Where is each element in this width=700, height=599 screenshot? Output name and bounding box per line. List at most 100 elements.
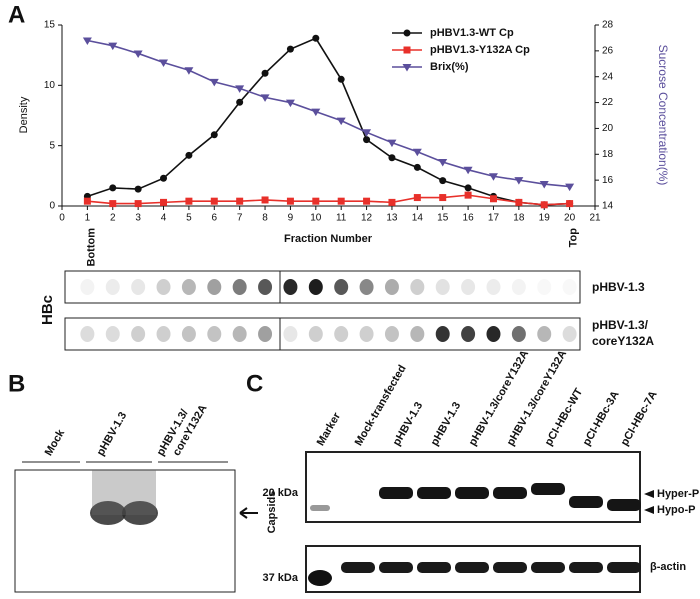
band xyxy=(379,562,413,573)
dot xyxy=(384,279,399,295)
band xyxy=(455,562,489,573)
lane-label: pHBV-1.3 xyxy=(95,410,130,458)
point xyxy=(311,108,321,117)
dot xyxy=(410,279,425,295)
point xyxy=(185,151,193,159)
dot xyxy=(334,279,349,295)
panel-label: B xyxy=(8,370,25,397)
x-tick-label: 6 xyxy=(212,213,218,224)
point xyxy=(133,50,143,58)
dot xyxy=(461,326,476,342)
dot xyxy=(80,279,95,295)
x-tick-label: 8 xyxy=(262,213,268,224)
y2-axis-title: Sucrose Concentration(%) xyxy=(656,45,670,186)
point xyxy=(413,163,421,171)
dot xyxy=(461,279,476,295)
x-tick-label: 12 xyxy=(361,213,373,224)
point xyxy=(362,129,372,137)
band xyxy=(607,499,641,511)
point xyxy=(285,99,295,108)
band xyxy=(90,501,126,525)
y-tick-label: 0 xyxy=(49,201,55,212)
band xyxy=(607,562,641,573)
dot xyxy=(563,279,577,295)
row-label: pHBV-1.3/ xyxy=(592,318,649,332)
point xyxy=(159,59,169,67)
dot xyxy=(359,326,374,342)
dot xyxy=(537,326,552,342)
dot xyxy=(181,279,196,295)
point xyxy=(403,29,411,37)
x-tick-label: 17 xyxy=(488,213,500,224)
point xyxy=(363,136,371,144)
x-tick-label: 16 xyxy=(463,213,475,224)
arrow xyxy=(644,506,654,514)
x-tick-label: 1 xyxy=(85,213,91,224)
panel-label: C xyxy=(246,370,263,397)
dot xyxy=(258,326,273,342)
x-tick-label: 19 xyxy=(539,213,551,224)
y2-tick-label: 14 xyxy=(602,201,614,212)
y2-tick-label: 28 xyxy=(602,20,614,31)
point xyxy=(363,197,371,205)
panel-label: A xyxy=(8,1,25,28)
point xyxy=(464,184,472,192)
band-label: Hyper-P xyxy=(657,488,699,500)
point xyxy=(565,183,575,192)
lane-label: pCI-HBc-3A xyxy=(581,389,622,448)
blot-frame xyxy=(64,317,581,351)
point xyxy=(109,184,117,192)
lane-label: pHBV-1.3 xyxy=(391,400,426,448)
point xyxy=(185,197,193,205)
series-line xyxy=(87,39,570,188)
point xyxy=(82,37,92,46)
point xyxy=(260,94,270,102)
y2-tick-label: 24 xyxy=(602,71,614,82)
x-tick-label: 4 xyxy=(161,213,167,224)
point xyxy=(286,45,294,53)
band xyxy=(310,505,330,511)
lane-label: pHBV-1.3 xyxy=(429,400,464,448)
dot xyxy=(207,279,222,295)
band xyxy=(379,487,413,499)
x-tick-label: 9 xyxy=(288,213,294,224)
point xyxy=(209,78,219,87)
band-label: Hypo-P xyxy=(657,504,696,516)
x-tick-label: 21 xyxy=(589,213,601,224)
point xyxy=(387,139,397,148)
point xyxy=(184,67,194,75)
dot xyxy=(156,326,171,342)
point xyxy=(134,200,142,208)
point xyxy=(83,197,91,205)
point xyxy=(235,85,245,93)
point xyxy=(134,185,142,193)
lane-label: pCI-HBc-WT xyxy=(543,386,586,448)
dot xyxy=(537,279,551,295)
point xyxy=(160,174,168,182)
marker-label: 20 kDa xyxy=(263,487,299,499)
dot xyxy=(334,326,349,342)
y2-tick-label: 18 xyxy=(602,149,614,160)
loading-label: β-actin xyxy=(650,561,686,573)
x-tick-label: 7 xyxy=(237,213,243,224)
row-label: coreY132A xyxy=(592,334,654,348)
dot xyxy=(562,326,577,342)
blot-frame xyxy=(64,270,581,304)
point xyxy=(488,173,498,181)
x-tick-label: 0 xyxy=(59,213,65,224)
dot xyxy=(105,279,120,295)
x-tick-label: 15 xyxy=(437,213,449,224)
x-tick-label: 20 xyxy=(564,213,576,224)
dot xyxy=(181,326,196,342)
band-label: Capsids xyxy=(266,491,278,534)
x-tick-label: 14 xyxy=(412,213,424,224)
antibody-label: HBc xyxy=(39,295,56,325)
dot xyxy=(486,279,501,295)
annotation: Bottom xyxy=(85,228,97,267)
point xyxy=(261,196,269,204)
point xyxy=(236,98,244,106)
series-line xyxy=(87,37,570,206)
x-tick-label: 11 xyxy=(336,213,347,224)
annotation: Top xyxy=(568,228,580,248)
